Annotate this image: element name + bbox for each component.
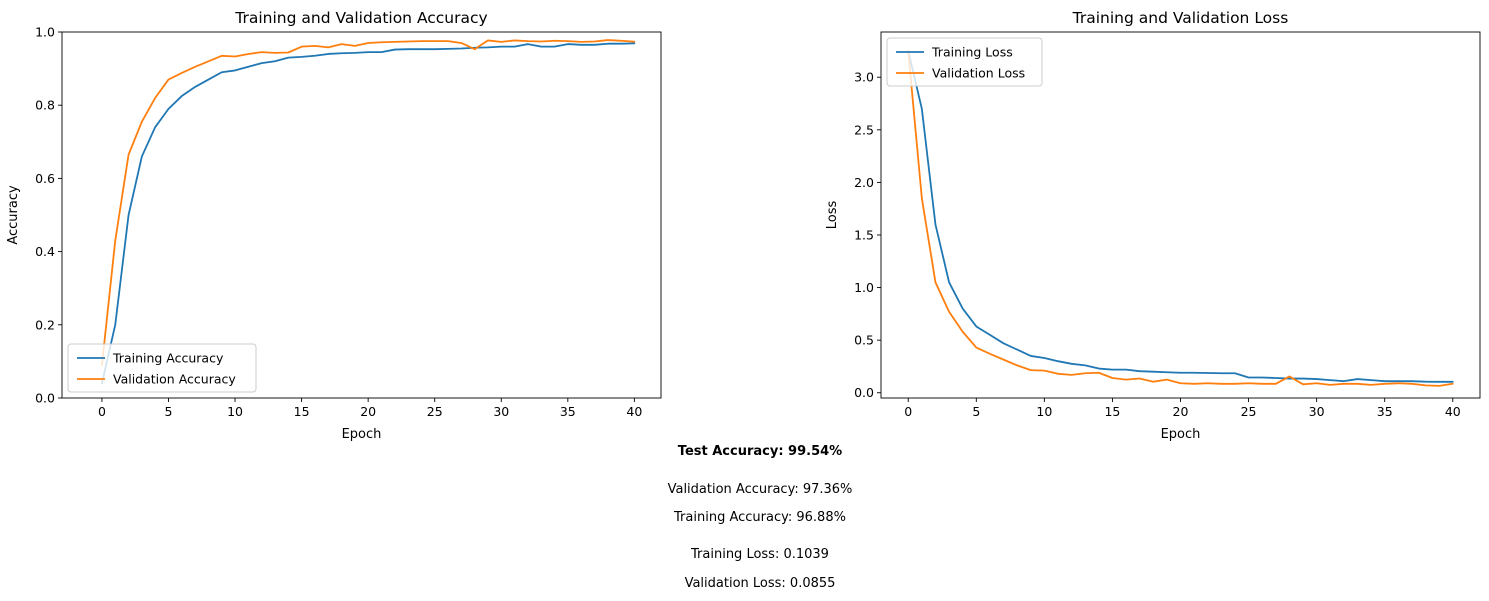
x-tick-label: 0 <box>904 404 912 419</box>
validation-loss-text: Validation Loss: 0.0855 <box>684 576 836 591</box>
x-tick-label: 30 <box>493 404 509 419</box>
y-tick-label: 0.8 <box>35 98 55 113</box>
y-tick-label: 2.5 <box>854 122 874 137</box>
series-line-training-loss <box>907 50 1454 383</box>
x-tick-label: 40 <box>626 404 642 419</box>
legend: Training Accuracy Validation Accuracy <box>67 343 257 393</box>
y-tick-label: 1.0 <box>854 280 874 295</box>
x-axis-label: Epoch <box>342 427 382 442</box>
legend-box <box>886 37 1043 87</box>
test-accuracy-text: Test Accuracy: 99.54% <box>677 444 843 459</box>
x-tick-label: 20 <box>360 404 376 419</box>
accuracy-chart: Training and Validation Accuracy 0 5 10 15 20… <box>6 9 662 442</box>
x-tick-label: 20 <box>1173 404 1189 419</box>
x-tick-label: 25 <box>427 404 443 419</box>
y-tick-label: 0.0 <box>35 391 55 406</box>
x-tick-label: 35 <box>1377 404 1393 419</box>
legend: Training Loss Validation Loss <box>886 37 1043 87</box>
x-tick-label: 0 <box>98 404 106 419</box>
y-tick-label: 0.4 <box>35 244 55 259</box>
x-tick-label: 30 <box>1309 404 1325 419</box>
x-tick-label: 40 <box>1445 404 1461 419</box>
legend-label: Training Accuracy <box>112 351 224 366</box>
series-line-training-accuracy <box>101 42 636 385</box>
x-tick-label: 5 <box>165 404 173 419</box>
training-accuracy-text: Training Accuracy: 96.88% <box>674 510 846 525</box>
training-loss-text: Training Loss: 0.1039 <box>691 547 829 562</box>
series-line-validation-loss <box>907 50 1454 387</box>
x-tick-label: 15 <box>1104 404 1120 419</box>
x-tick-label: 5 <box>972 404 980 419</box>
legend-box <box>67 343 257 393</box>
x-tick-label: 10 <box>1036 404 1052 419</box>
x-tick-label: 25 <box>1241 404 1257 419</box>
x-tick-label: 35 <box>560 404 576 419</box>
loss-chart: Training and Validation Loss 0 5 10 15 20 25 30… <box>825 9 1481 442</box>
legend-label: Validation Loss <box>932 66 1025 81</box>
y-tick-label: 0.6 <box>35 171 55 186</box>
chart-title: Training and Validation Accuracy <box>234 9 487 27</box>
series-line-validation-accuracy <box>101 39 636 366</box>
y-tick-label: 0.2 <box>35 317 55 332</box>
y-tick-label: 1.0 <box>35 25 55 40</box>
series-group <box>101 39 636 385</box>
y-tick-label: 0.5 <box>854 333 874 348</box>
x-tick-label: 15 <box>294 404 310 419</box>
validation-accuracy-text: Validation Accuracy: 97.36% <box>667 482 853 497</box>
y-tick-label: 3.0 <box>854 70 874 85</box>
axes-frame <box>880 31 1481 399</box>
y-tick-label: 2.0 <box>854 175 874 190</box>
axes-frame <box>61 31 662 399</box>
chart-title: Training and Validation Loss <box>1072 9 1289 27</box>
y-tick-label: 1.5 <box>854 227 874 242</box>
legend-label: Training Loss <box>931 45 1013 60</box>
y-axis-label: Accuracy <box>6 185 21 245</box>
legend-label: Validation Accuracy <box>113 372 236 387</box>
x-axis-label: Epoch <box>1161 427 1201 442</box>
series-group <box>907 50 1454 387</box>
y-axis-label: Loss <box>825 201 840 230</box>
y-tick-label: 0.0 <box>854 385 874 400</box>
x-tick-label: 10 <box>227 404 243 419</box>
